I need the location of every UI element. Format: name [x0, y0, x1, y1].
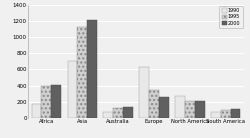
Bar — [104, 112, 113, 118]
Bar — [77, 27, 87, 118]
Bar — [41, 86, 51, 118]
Bar — [140, 67, 149, 118]
Bar — [68, 61, 77, 118]
Bar — [231, 109, 240, 118]
Bar — [159, 97, 168, 118]
Bar — [113, 108, 123, 118]
Bar — [32, 104, 41, 118]
Bar — [176, 96, 185, 118]
Bar — [149, 90, 159, 118]
Bar — [123, 107, 132, 118]
Bar — [87, 20, 97, 118]
Bar — [211, 112, 221, 118]
Bar — [195, 101, 204, 118]
Bar — [221, 110, 231, 118]
Bar — [185, 101, 195, 118]
Bar — [51, 85, 61, 118]
Legend: 1990, 1995, 2000: 1990, 1995, 2000 — [219, 6, 243, 28]
